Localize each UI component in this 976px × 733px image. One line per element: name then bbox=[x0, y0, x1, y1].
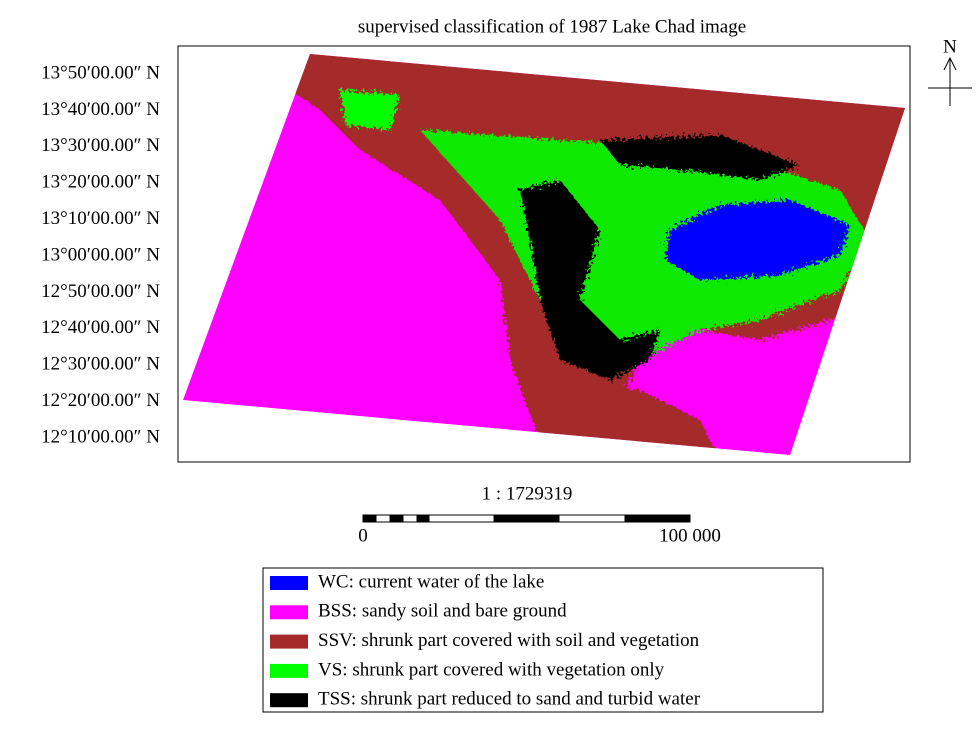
latitude-label: 12°40′00.00″ N bbox=[41, 317, 160, 338]
latitude-label: 13°30′00.00″ N bbox=[41, 135, 160, 156]
legend-label: VS: shrunk part covered with vegetation … bbox=[318, 659, 665, 680]
latitude-label: 12°20′00.00″ N bbox=[41, 390, 160, 411]
legend-label: BSS: sandy soil and bare ground bbox=[318, 601, 567, 622]
scale-bar bbox=[363, 515, 690, 522]
latitude-label: 13°20′00.00″ N bbox=[41, 172, 160, 193]
latitude-label: 12°50′00.00″ N bbox=[41, 281, 160, 302]
scale-ratio: 1 : 1729319 bbox=[482, 483, 573, 504]
latitude-label: 13°50′00.00″ N bbox=[41, 62, 160, 83]
latitude-label: 12°10′00.00″ N bbox=[41, 426, 160, 447]
legend-swatch bbox=[270, 576, 308, 590]
legend-swatch bbox=[270, 664, 308, 678]
map-title: supervised classification of 1987 Lake C… bbox=[358, 16, 746, 37]
legend-swatch bbox=[270, 635, 308, 649]
legend-label: TSS: shrunk part reduced to sand and tur… bbox=[318, 689, 701, 710]
scale-label: 0 bbox=[358, 525, 368, 546]
legend-label: WC: current water of the lake bbox=[318, 571, 544, 592]
vs-area bbox=[340, 90, 400, 130]
latitude-label: 13°40′00.00″ N bbox=[41, 99, 160, 120]
latitude-label: 13°00′00.00″ N bbox=[41, 244, 160, 265]
north-label: N bbox=[943, 36, 957, 57]
latitude-label: 12°30′00.00″ N bbox=[41, 354, 160, 375]
latitude-label: 13°10′00.00″ N bbox=[41, 208, 160, 229]
map-figure: supervised classification of 1987 Lake C… bbox=[0, 0, 976, 728]
scale-label: 100 000 bbox=[659, 525, 721, 546]
classified-image bbox=[170, 40, 920, 470]
legend-swatch bbox=[270, 605, 308, 619]
legend-label: SSV: shrunk part covered with soil and v… bbox=[318, 630, 700, 651]
legend-swatch bbox=[270, 693, 308, 707]
north-arrow: N bbox=[928, 36, 972, 106]
